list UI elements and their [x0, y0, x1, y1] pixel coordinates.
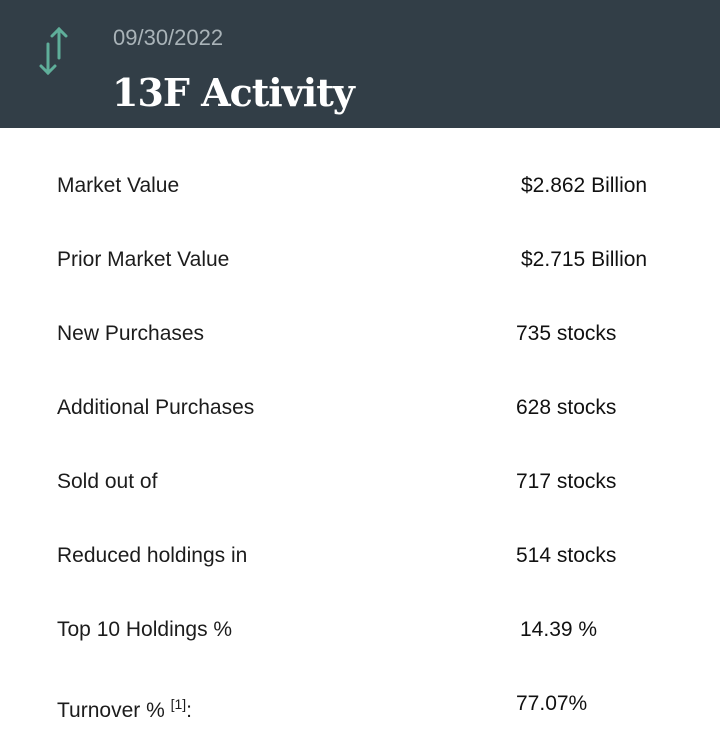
- row-value: 514 stocks: [516, 544, 617, 567]
- row-label: Prior Market Value: [57, 248, 230, 271]
- row-turnover: Turnover % [1]: 77.07%: [0, 684, 720, 724]
- up-down-arrows-icon: [39, 26, 68, 76]
- row-label: Additional Purchases: [57, 396, 255, 419]
- row-top10-holdings: Top 10 Holdings % 14.39 %: [0, 610, 720, 650]
- row-prior-market-value: Prior Market Value $2.715 Billion: [0, 240, 720, 280]
- row-label: Top 10 Holdings %: [57, 618, 233, 641]
- row-sold-out: Sold out of 717 stocks: [0, 462, 720, 502]
- row-label: Turnover % [1]:: [57, 684, 192, 731]
- row-value: $2.715 Billion: [521, 248, 648, 271]
- row-label: Sold out of: [57, 470, 158, 493]
- label-suffix: :: [186, 699, 193, 722]
- row-market-value: Market Value $2.862 Billion: [0, 166, 720, 206]
- row-label: New Purchases: [57, 322, 205, 345]
- row-value: 14.39 %: [520, 618, 598, 641]
- row-value: 717 stocks: [516, 470, 617, 493]
- row-new-purchases: New Purchases 735 stocks: [0, 314, 720, 354]
- page-title: 13F Activity: [112, 70, 355, 115]
- row-value: 628 stocks: [516, 396, 617, 419]
- footnote-link[interactable]: [1]: [170, 696, 187, 712]
- row-label: Reduced holdings in: [57, 544, 248, 567]
- row-value: $2.862 Billion: [521, 174, 648, 197]
- row-value: 735 stocks: [516, 322, 617, 345]
- report-date: 09/30/2022: [113, 25, 224, 50]
- row-reduced-holdings: Reduced holdings in 514 stocks: [0, 536, 720, 576]
- row-additional-purchases: Additional Purchases 628 stocks: [0, 388, 720, 428]
- header: 09/30/2022 13F Activity: [0, 0, 720, 128]
- row-value: 77.07%: [516, 692, 588, 715]
- row-label: Market Value: [57, 174, 180, 197]
- label-text: Turnover %: [57, 699, 171, 722]
